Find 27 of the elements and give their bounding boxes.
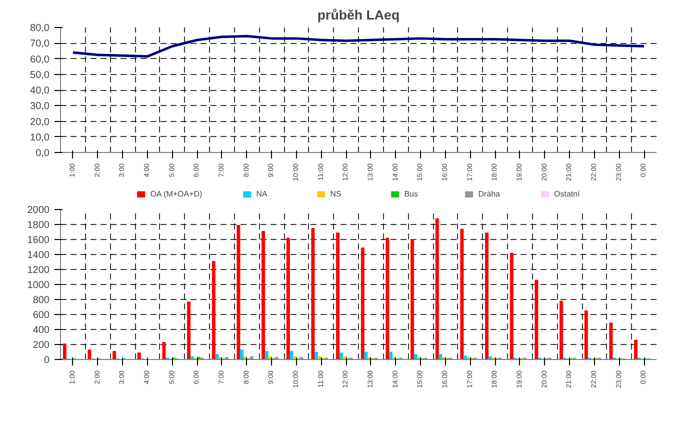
y-tick-label: 0	[44, 355, 50, 366]
y-tick-label: 80,0	[30, 23, 50, 34]
y-tick-label: 30,0	[30, 101, 50, 112]
legend-label: Dráha	[478, 190, 500, 198]
y-tick-label: 1800	[27, 220, 50, 231]
legend-label: Bus	[404, 190, 419, 198]
y-tick-label: 20,0	[30, 116, 50, 128]
y-tick-label: 0,0	[36, 148, 50, 159]
legend-label: OA (M+OA+D)	[150, 190, 202, 198]
y-tick-label: 1600	[27, 235, 50, 246]
legend-label: NA	[256, 190, 268, 198]
y-tick-label: 600	[32, 310, 50, 321]
y-tick-label: 50,0	[30, 70, 50, 81]
y-tick-label: 1200	[27, 265, 50, 276]
y-tick-label: 70,0	[30, 38, 50, 50]
chart-title: průběh LAeq	[317, 8, 400, 22]
y-tick-label: 2000	[27, 205, 50, 216]
y-tick-label: 60,0	[30, 54, 50, 66]
y-tick-label: 1000	[27, 280, 50, 291]
y-tick-label: 10,0	[30, 132, 50, 144]
y-tick-label: 200	[32, 340, 50, 351]
y-tick-label: 1400	[27, 250, 50, 261]
y-tick-label: 40,0	[30, 86, 50, 96]
y-tick-label: 400	[32, 325, 50, 336]
legend-label: NS	[330, 190, 342, 198]
y-tick-label: 800	[32, 295, 50, 306]
legend-label: Ostatní	[554, 190, 580, 198]
